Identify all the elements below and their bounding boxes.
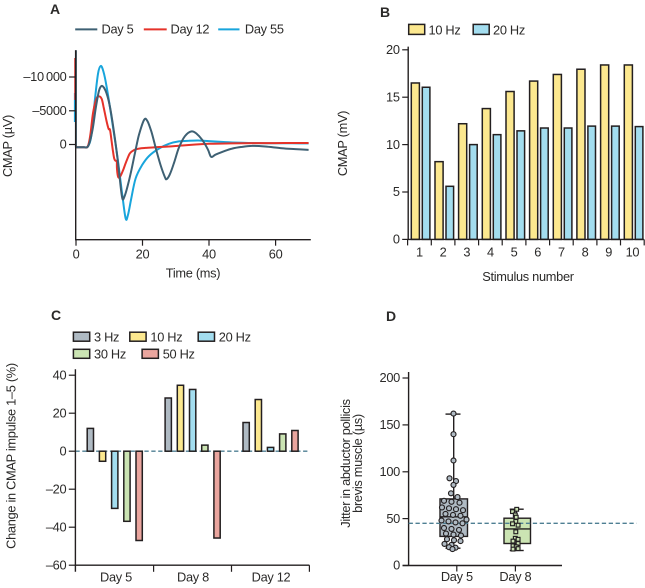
svg-text:–5000: –5000 [32, 103, 66, 118]
svg-text:0: 0 [73, 247, 80, 262]
svg-text:4: 4 [487, 245, 494, 260]
svg-text:Day 8: Day 8 [177, 570, 209, 585]
svg-text:30 Hz: 30 Hz [94, 346, 126, 361]
svg-text:–10 000: –10 000 [23, 69, 66, 84]
svg-text:A: A [50, 1, 60, 17]
svg-text:150: 150 [380, 417, 401, 432]
svg-text:CMAP (mV): CMAP (mV) [335, 111, 350, 176]
svg-text:D: D [386, 308, 396, 324]
svg-text:10: 10 [626, 245, 640, 260]
svg-text:0: 0 [393, 232, 400, 247]
svg-text:50: 50 [386, 511, 400, 526]
svg-text:Stimulus number: Stimulus number [482, 269, 575, 284]
svg-text:8: 8 [582, 245, 589, 260]
svg-text:2: 2 [440, 245, 447, 260]
svg-text:20: 20 [53, 405, 67, 420]
svg-text:Time (ms): Time (ms) [166, 266, 220, 281]
svg-text:C: C [51, 307, 61, 323]
svg-text:Day 55: Day 55 [245, 22, 284, 37]
svg-text:50 Hz: 50 Hz [163, 346, 195, 361]
svg-text:0: 0 [393, 558, 400, 573]
svg-text:B: B [380, 4, 390, 20]
svg-text:3 Hz: 3 Hz [94, 329, 119, 344]
svg-text:0: 0 [59, 443, 66, 458]
svg-text:Day 12: Day 12 [252, 570, 291, 585]
svg-text:40: 40 [202, 247, 216, 262]
svg-text:100: 100 [380, 464, 401, 479]
svg-text:20: 20 [386, 42, 400, 57]
svg-text:10 Hz: 10 Hz [150, 329, 182, 344]
svg-text:40: 40 [53, 367, 67, 382]
svg-text:60: 60 [269, 247, 283, 262]
svg-text:3: 3 [463, 245, 470, 260]
svg-text:1: 1 [416, 245, 423, 260]
svg-text:Jitter in abductor pollicis: Jitter in abductor pollicis [338, 399, 353, 527]
svg-text:7: 7 [558, 245, 565, 260]
svg-text:Day 5: Day 5 [102, 22, 134, 37]
svg-text:20: 20 [136, 247, 150, 262]
svg-text:6: 6 [534, 245, 541, 260]
svg-text:brevis muscle (µs): brevis muscle (µs) [350, 414, 365, 513]
svg-text:5: 5 [511, 245, 518, 260]
svg-text:5: 5 [393, 184, 400, 199]
svg-text:9: 9 [605, 245, 612, 260]
svg-text:0: 0 [60, 137, 67, 152]
svg-text:CMAP (µV): CMAP (µV) [0, 115, 15, 177]
svg-text:Day 5: Day 5 [441, 569, 473, 584]
svg-text:Change in CMAP impulse 1–5 (%): Change in CMAP impulse 1–5 (%) [4, 363, 19, 549]
svg-text:200: 200 [380, 370, 401, 385]
svg-text:20 Hz: 20 Hz [493, 23, 525, 38]
svg-text:15: 15 [386, 89, 400, 104]
svg-text:10: 10 [386, 137, 400, 152]
svg-text:Day 5: Day 5 [100, 570, 132, 585]
svg-text:–60: –60 [46, 557, 67, 572]
svg-text:Day 8: Day 8 [499, 569, 531, 584]
svg-text:Day 12: Day 12 [171, 22, 210, 37]
svg-text:20 Hz: 20 Hz [219, 329, 251, 344]
svg-text:–40: –40 [46, 519, 67, 534]
svg-text:–20: –20 [46, 481, 67, 496]
svg-text:10 Hz: 10 Hz [429, 23, 461, 38]
